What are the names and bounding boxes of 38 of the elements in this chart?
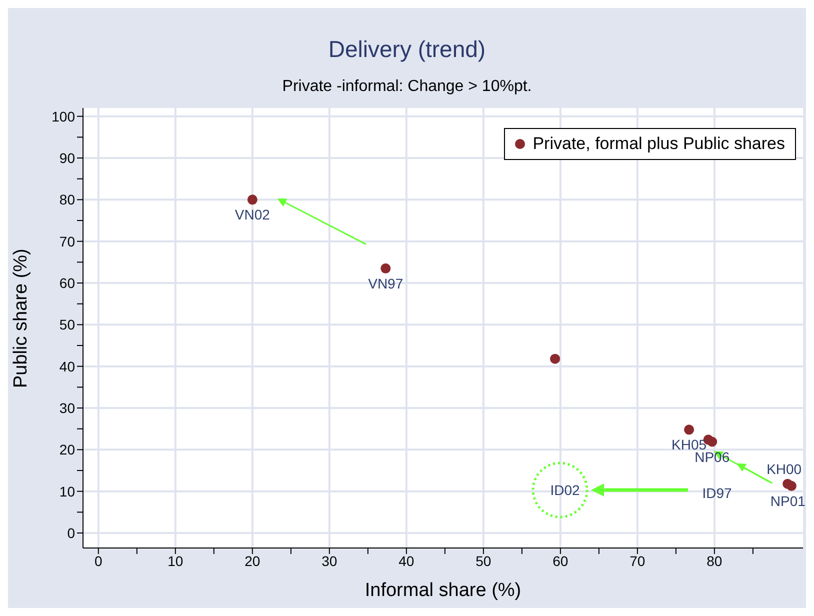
x-tick-label: 20	[244, 552, 260, 569]
data-label: KH05	[672, 436, 707, 453]
y-tick-label: 0	[67, 524, 76, 541]
point	[550, 354, 560, 364]
y-tick-label: 60	[59, 274, 76, 291]
data-label: VN97	[368, 275, 404, 292]
x-tick-label: 40	[398, 552, 414, 569]
x-axis-title: Informal share (%)	[364, 580, 522, 601]
point	[786, 480, 796, 491]
chart-subtitle: Private -informal: Change > 10%pt.	[281, 78, 533, 96]
point	[380, 263, 391, 274]
point	[247, 194, 258, 205]
legend-label: Private, formal plus Public shares	[532, 133, 785, 155]
x-tick-label: 30	[322, 552, 338, 569]
y-tick-label: 50	[59, 316, 76, 333]
point	[684, 424, 694, 435]
annotation: ID02	[550, 482, 580, 498]
y-axis-title: Public share (%)	[10, 248, 32, 388]
y-tick-label: 90	[59, 150, 76, 166]
y-tick-label: 20	[59, 442, 76, 458]
x-tick-label: 60	[552, 552, 568, 569]
annotation: ID97	[702, 485, 732, 501]
data-label: NP01	[770, 492, 806, 509]
x-tick-label: 80	[706, 552, 722, 569]
y-tick-label: 80	[59, 192, 76, 208]
x-tick-label: 0	[94, 552, 103, 569]
y-tick-label: 70	[59, 233, 76, 250]
point	[707, 436, 718, 447]
data-label: VN02	[234, 206, 270, 223]
data-label: KH00	[766, 460, 802, 477]
x-tick-label: 10	[168, 552, 184, 569]
x-tick-label: 50	[476, 552, 492, 569]
y-tick-label: 40	[59, 358, 76, 374]
y-tick-label: 30	[59, 400, 76, 416]
chart-title: Delivery (trend)	[327, 36, 487, 63]
y-tick-label: 100	[52, 108, 76, 124]
y-tick-label: 10	[59, 483, 76, 500]
x-tick-label: 70	[630, 552, 646, 569]
